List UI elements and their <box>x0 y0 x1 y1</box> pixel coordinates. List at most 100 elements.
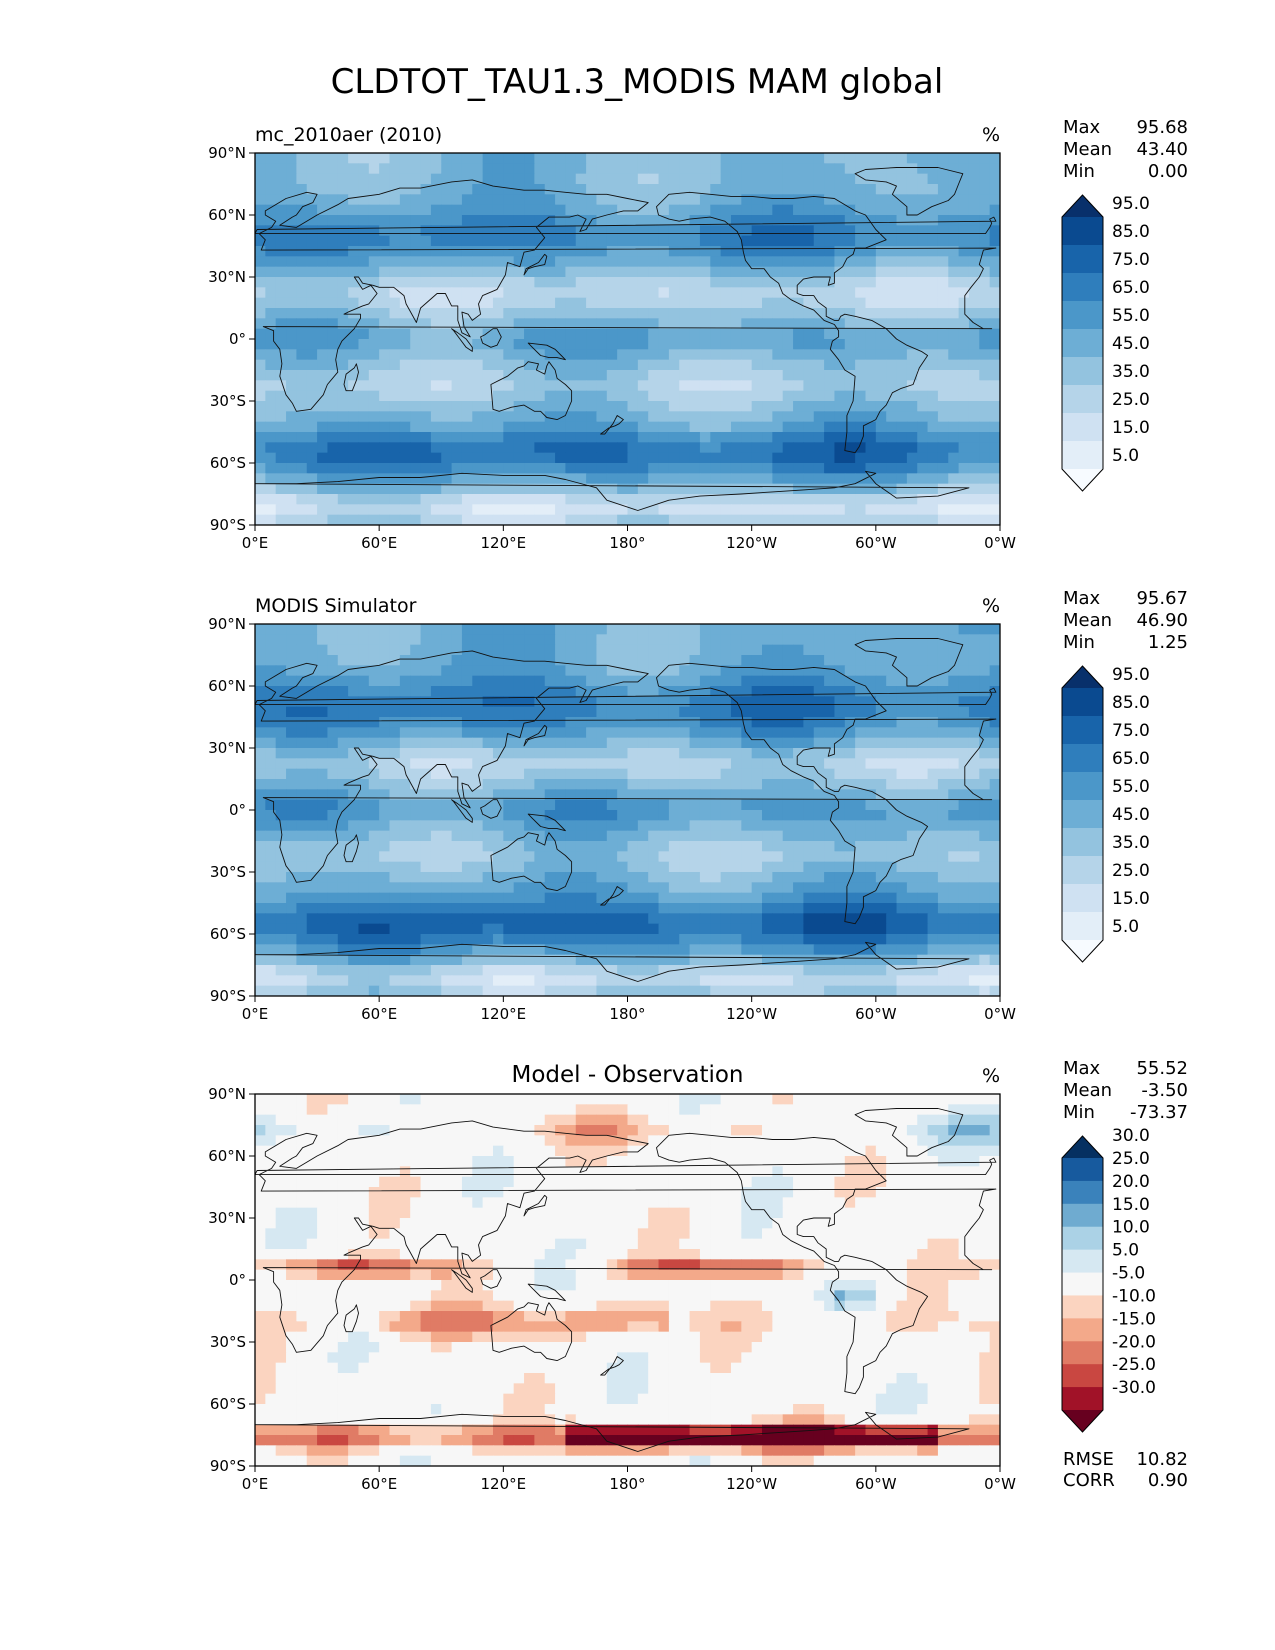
map-cell <box>979 411 991 423</box>
map-cell <box>989 256 1000 268</box>
map-cell <box>348 830 360 842</box>
map-cell <box>958 696 970 708</box>
map-cell <box>865 287 877 299</box>
map-cell <box>317 215 329 226</box>
map-cell <box>327 215 339 226</box>
map-cell <box>337 748 349 759</box>
map-cell <box>917 163 929 175</box>
map-cell <box>896 748 908 759</box>
map-cell <box>751 256 763 268</box>
map-cell <box>286 194 297 206</box>
map-cell <box>555 297 567 309</box>
map-cell <box>886 308 898 319</box>
map-cell <box>865 194 877 206</box>
map-cell <box>782 328 794 340</box>
map-cell <box>482 696 494 708</box>
map-cell <box>989 401 1000 412</box>
map-cell <box>317 173 329 185</box>
map-cell <box>730 851 742 863</box>
map-cell <box>606 872 618 883</box>
map-cell <box>679 851 691 863</box>
map-cell <box>865 463 877 474</box>
map-cell <box>896 277 908 288</box>
map-cell <box>544 686 556 697</box>
map-cell <box>524 494 535 505</box>
map-cell <box>296 820 308 832</box>
map-cell <box>813 686 825 697</box>
map-cell <box>389 737 401 749</box>
map-cell <box>575 287 587 299</box>
map-cell <box>544 851 556 863</box>
map-cell <box>772 768 784 780</box>
map-cell <box>420 194 432 206</box>
map-cell <box>410 308 422 319</box>
map-cell <box>606 758 618 770</box>
map-cell <box>337 483 349 495</box>
map-cell <box>896 411 908 423</box>
map-cell <box>979 442 991 454</box>
map-cell <box>337 318 349 330</box>
map-cell <box>441 473 453 485</box>
map-cell <box>679 624 691 635</box>
map-cell <box>524 748 535 759</box>
map-cell <box>265 624 277 635</box>
map-cell <box>534 727 546 739</box>
map-cell <box>286 442 297 454</box>
map-cell <box>782 266 794 278</box>
map-cell <box>968 758 980 770</box>
map-cell <box>389 675 401 687</box>
map-cell <box>875 913 887 925</box>
map-cell <box>503 287 515 299</box>
map-cell <box>317 789 329 801</box>
map-cell <box>596 923 608 935</box>
map-cell <box>368 923 380 935</box>
map-cell <box>255 737 266 749</box>
map-cell <box>865 872 877 883</box>
map-cell <box>875 432 887 443</box>
map-cell <box>875 173 887 185</box>
map-cell <box>348 473 360 485</box>
map-cell <box>968 686 980 697</box>
map-cell <box>586 624 598 635</box>
map-cell <box>586 432 598 443</box>
map-cell <box>896 494 908 505</box>
map-cell <box>399 401 411 412</box>
map-cell <box>430 204 442 216</box>
map-cell <box>399 432 411 443</box>
map-cell <box>317 892 329 904</box>
map-cell <box>265 339 277 350</box>
map-cell <box>772 163 784 175</box>
map-cell <box>451 768 463 780</box>
map-cell <box>296 432 308 443</box>
map-cell <box>648 903 660 914</box>
map-cell <box>368 851 380 863</box>
map-cell <box>275 954 287 966</box>
map-cell <box>565 706 577 718</box>
map-cell <box>503 882 515 894</box>
map-cell <box>751 463 763 474</box>
map-cell <box>358 463 370 474</box>
map-cell <box>286 297 297 309</box>
map-cell <box>917 483 929 495</box>
map-cell <box>875 256 887 268</box>
map-cell <box>834 872 846 883</box>
map-cell <box>875 328 887 340</box>
map-cell <box>306 401 318 412</box>
map-cell <box>317 370 329 381</box>
map-cell <box>813 644 825 656</box>
map-cell <box>865 442 877 454</box>
map-cell <box>741 799 753 811</box>
map-cell <box>803 634 815 646</box>
map-cell <box>482 421 494 433</box>
map-cell <box>544 184 556 195</box>
map-cell <box>420 463 432 474</box>
map-cell <box>689 789 701 801</box>
map-cell <box>658 494 670 505</box>
map-cell <box>782 706 794 718</box>
map-cell <box>379 235 391 247</box>
map-cell <box>989 483 1000 495</box>
map-cell <box>327 675 339 687</box>
map-cell <box>637 655 649 666</box>
map-cell <box>979 287 991 299</box>
map-cell <box>327 494 339 505</box>
